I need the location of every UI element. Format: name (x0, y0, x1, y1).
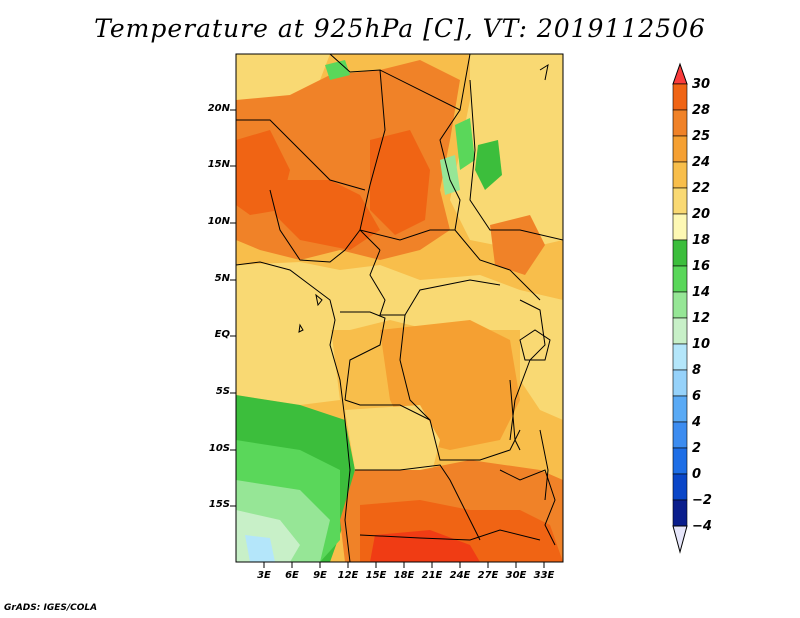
field-center-red (270, 180, 380, 250)
lat-label-15s: 15S (208, 499, 230, 510)
field-angola-yellow (345, 405, 440, 485)
island-bioko (315, 293, 323, 307)
colorbar-label-10: 10 (692, 337, 711, 352)
border-angola-zambia (355, 464, 481, 541)
lon-label-12e: 12E (337, 570, 359, 581)
colorbar-swatch-6 (672, 369, 688, 397)
map-frame (235, 53, 564, 563)
border-namibia (359, 529, 541, 541)
border-congo-car (369, 249, 501, 316)
grads-credit: GrADS: IGES/COLA (4, 603, 98, 613)
coastline (236, 63, 551, 562)
colorbar-label-neg2: −2 (692, 493, 712, 508)
border-niger-chad (329, 54, 386, 231)
lon-label-6e: 6E (285, 570, 299, 581)
country-borders (236, 54, 563, 546)
lake-tanganyika (509, 379, 521, 451)
border-mali-niger (236, 119, 366, 191)
field-east-red (370, 130, 430, 235)
colorbar-swatch-10 (672, 317, 688, 345)
colorbar-swatch-8 (672, 343, 688, 371)
field-highland-green-3 (440, 155, 460, 195)
colorbar-swatch-28 (672, 83, 688, 111)
colorbar-label-28: 28 (692, 103, 711, 118)
colorbar-bottom-arrow (672, 525, 688, 554)
latitude-ticks (230, 109, 236, 507)
lon-label-21e: 21E (421, 570, 443, 581)
lon-label-9e: 9E (313, 570, 327, 581)
lon-label-33e: 33E (533, 570, 555, 581)
lon-label-3e: 3E (257, 570, 271, 581)
lat-label-15n: 15N (207, 159, 230, 170)
field-highland-green-1 (455, 118, 475, 170)
longitude-ticks (263, 562, 545, 568)
colorbar-swatch-12 (672, 291, 688, 319)
lat-label-eq: EQ (214, 329, 230, 340)
colorbar-label-4: 4 (692, 415, 702, 430)
colorbar-swatch-24 (672, 135, 688, 163)
field-ocean-blue (245, 535, 275, 562)
border-sudan (439, 109, 461, 231)
colorbar-label-22: 22 (692, 181, 711, 196)
colorbar (672, 62, 688, 554)
colorbar-label-14: 14 (692, 285, 711, 300)
lon-label-18e: 18E (393, 570, 415, 581)
colorbar-label-24: 24 (692, 155, 711, 170)
border-zambia-malawi (499, 469, 556, 546)
border-angola-drc (344, 399, 431, 421)
colorbar-swatch-neg2 (672, 473, 688, 501)
colorbar-label-16: 16 (692, 259, 711, 274)
field-highland-green-2 (475, 140, 502, 190)
coast-red-sea (539, 63, 549, 81)
lon-label-27e: 27E (477, 570, 499, 581)
border-drc (399, 314, 521, 461)
field-equatorial-yellow (236, 262, 563, 330)
field-ne-yellow (450, 54, 563, 250)
colorbar-label-2: 2 (692, 441, 702, 456)
colorbar-swatch-18 (672, 213, 688, 241)
colorbar-label-20: 20 (692, 207, 711, 222)
island-saotome (298, 323, 304, 333)
lon-label-24e: 24E (449, 570, 471, 581)
lat-label-5s: 5S (215, 386, 230, 397)
border-ethiopia (469, 79, 563, 241)
colorbar-swatch-22 (672, 161, 688, 189)
colorbar-swatch-0 (672, 447, 688, 475)
colorbar-swatch-16 (672, 239, 688, 267)
field-north-green (325, 60, 350, 80)
lat-label-20n: 20N (207, 103, 230, 114)
chart-title: Temperature at 925hPa [C], VT: 201911250… (94, 14, 706, 43)
coastline-atlantic (236, 261, 351, 562)
field-nw-yellow (236, 54, 330, 110)
colorbar-label-8: 8 (692, 363, 702, 378)
colorbar-swatch-2 (672, 421, 688, 449)
colorbar-top-arrow (672, 62, 688, 85)
lake-victoria (519, 329, 551, 361)
border-east-lakes (509, 299, 546, 441)
colorbar-swatch-14 (672, 265, 688, 293)
border-gabon-congo (340, 311, 386, 401)
colorbar-swatch-neg4 (672, 499, 688, 527)
colorbar-label-30: 30 (692, 77, 711, 92)
colorbar-swatch-20 (672, 187, 688, 215)
colorbar-label-0: 0 (692, 467, 702, 482)
field-coast-yellow (236, 320, 340, 405)
temperature-field (236, 54, 563, 562)
colorbar-label-6: 6 (692, 389, 702, 404)
lat-label-10s: 10S (208, 443, 230, 454)
colorbar-swatch-4 (672, 395, 688, 423)
colorbar-swatch-25 (672, 109, 688, 137)
lat-label-5n: 5N (214, 273, 230, 284)
colorbar-label-neg4: −4 (692, 519, 712, 534)
lon-label-15e: 15E (365, 570, 387, 581)
lat-label-10n: 10N (207, 216, 230, 227)
colorbar-label-18: 18 (692, 233, 711, 248)
colorbar-label-25: 25 (692, 129, 711, 144)
lake-malawi (539, 429, 549, 501)
field-south-deepred (370, 530, 480, 562)
lon-label-30e: 30E (505, 570, 527, 581)
colorbar-label-12: 12 (692, 311, 711, 326)
